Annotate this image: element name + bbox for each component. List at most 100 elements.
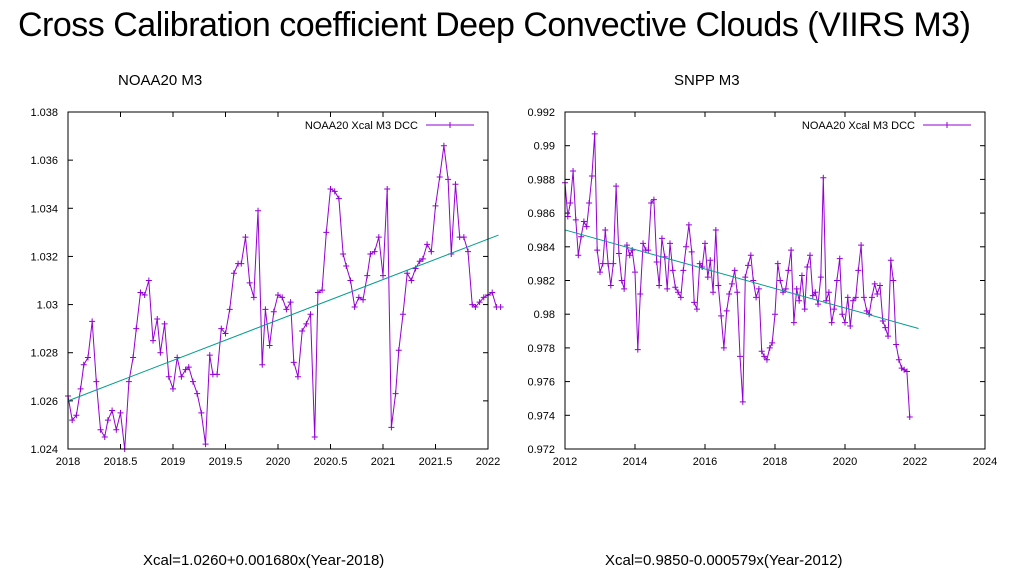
data-point: [887, 257, 894, 264]
data-point: [130, 354, 137, 361]
fit-equation-snpp: Xcal=0.9850-0.000579x(Year-2012): [605, 552, 843, 569]
data-point: [855, 267, 862, 274]
data-point: [275, 291, 281, 298]
data-point: [885, 333, 892, 340]
data-point: [793, 285, 800, 292]
data-point: [327, 186, 334, 193]
data-point: [610, 260, 617, 267]
data-point: [436, 173, 443, 180]
x-tick-label: 2020.5: [314, 456, 348, 468]
data-point: [299, 328, 306, 335]
data-point: [691, 299, 698, 306]
data-point: [364, 272, 371, 279]
data-point: [97, 426, 104, 433]
x-tick-label: 2021.5: [419, 456, 453, 468]
x-tick-label: 2019: [161, 456, 185, 468]
data-point: [198, 409, 205, 416]
y-tick-label: 0.978: [527, 343, 555, 355]
data-point: [858, 242, 865, 249]
data-point: [895, 356, 902, 363]
y-tick-label: 1.036: [30, 155, 58, 167]
data-point: [680, 267, 687, 274]
data-point: [796, 297, 803, 304]
data-point: [178, 373, 185, 380]
data-point: [777, 277, 784, 284]
data-point: [347, 277, 354, 284]
data-point: [262, 306, 269, 313]
data-point: [839, 311, 846, 318]
data-point: [669, 267, 676, 274]
data-point: [355, 294, 362, 301]
data-point: [157, 349, 164, 356]
y-tick-label: 0.99: [534, 141, 555, 153]
data-point: [877, 282, 883, 289]
plot-frame: [67, 111, 489, 450]
x-tick-label: 2019.5: [209, 456, 243, 468]
y-tick-label: 0.982: [527, 276, 555, 288]
y-tick-label: 1.024: [30, 444, 58, 456]
data-point: [73, 412, 80, 419]
data-point: [809, 292, 816, 299]
data-point: [599, 260, 606, 267]
data-point: [185, 364, 192, 371]
data-point: [395, 347, 402, 354]
legend-label: NOAA20 Xcal M3 DCC: [802, 120, 915, 132]
data-point: [101, 433, 108, 440]
y-tick-label: 0.984: [527, 242, 555, 254]
data-point: [419, 255, 426, 262]
data-point: [833, 277, 840, 284]
data-point: [189, 378, 196, 385]
data-point: [656, 282, 663, 289]
data-point: [93, 378, 100, 385]
data-point: [109, 407, 116, 414]
data-point: [815, 301, 822, 308]
data-point: [408, 277, 415, 284]
page-title: Cross Calibration coefficient Deep Conve…: [18, 6, 971, 44]
data-point: [319, 287, 326, 294]
data-point: [675, 289, 682, 296]
data-point: [255, 207, 262, 214]
data-point: [720, 344, 727, 351]
data-point: [77, 385, 84, 392]
data-point: [360, 296, 367, 303]
data-point: [570, 167, 577, 174]
data-point: [785, 267, 792, 274]
data-point: [903, 368, 910, 375]
data-point: [850, 297, 857, 304]
data-series-line: [564, 133, 911, 418]
data-point: [871, 280, 878, 287]
y-tick-label: 0.972: [527, 444, 555, 456]
chart-noaa20-m3: 2018 2018.5 2019 2019.5 2020 2020.5 2021 2021.5…: [30, 107, 504, 468]
data-point: [440, 142, 447, 149]
data-point: [761, 353, 768, 360]
data-point: [615, 250, 622, 257]
data-point: [497, 303, 504, 310]
data-point: [290, 359, 297, 366]
data-point: [279, 294, 286, 301]
data-point: [769, 339, 776, 346]
x-tick-label: 2020: [833, 456, 857, 468]
data-point: [214, 371, 221, 378]
data-point: [667, 240, 673, 247]
data-point: [860, 294, 867, 301]
data-point: [742, 274, 749, 281]
data-point: [847, 322, 854, 329]
data-point: [747, 252, 754, 259]
x-tick-label: 2018: [56, 456, 80, 468]
data-point: [137, 289, 144, 296]
data-point: [718, 312, 725, 319]
data-point: [831, 306, 838, 313]
y-tick-label: 1.032: [30, 251, 58, 263]
data-point: [704, 274, 711, 281]
data-point: [150, 337, 157, 344]
data-point: [817, 274, 824, 281]
data-point: [712, 226, 719, 233]
data-point: [202, 441, 209, 448]
data-point: [323, 229, 330, 236]
data-point: [246, 279, 253, 286]
data-point: [340, 251, 347, 258]
data-point: [626, 252, 633, 259]
data-point: [594, 247, 601, 254]
data-point: [564, 213, 571, 220]
data-point: [672, 284, 679, 291]
